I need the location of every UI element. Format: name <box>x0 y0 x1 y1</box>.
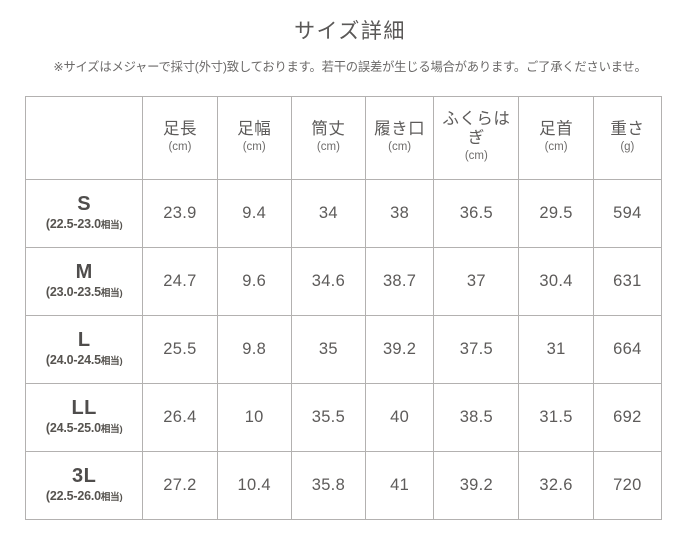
table-cell: 34.6 <box>290 247 367 316</box>
table-row: L (24.0-24.5相当) 25.5 9.8 35 39.2 37.5 31… <box>24 315 663 384</box>
column-header-label: 足幅 <box>237 119 272 138</box>
column-header-unit: (cm) <box>388 140 412 153</box>
size-label: L <box>77 328 91 351</box>
table-cell: 9.6 <box>216 247 292 316</box>
column-header-unit: (cm) <box>242 140 266 153</box>
column-header-unit: (g) <box>620 140 635 153</box>
table-cell: 10.4 <box>216 451 292 520</box>
table-cell: 664 <box>592 315 663 384</box>
size-range-value: (24.0-24.5 <box>45 352 101 367</box>
table-row: S (22.5-23.0相当) 23.9 9.4 34 38 36.5 29.5… <box>24 179 663 248</box>
column-header-label: 履き口 <box>374 119 426 138</box>
row-header-size-3l: 3L (22.5-26.0相当) <box>24 451 144 520</box>
size-range: (24.5-25.0相当) <box>26 419 142 438</box>
size-range-suffix: 相当) <box>100 491 123 503</box>
size-table: 足長 (cm) 足幅 (cm) 筒丈 (cm) 履き口 (cm) <box>24 96 663 520</box>
table-cell: 38 <box>365 179 435 248</box>
table-cell: 32.6 <box>518 451 594 520</box>
table-cell: 692 <box>592 383 663 452</box>
table-cell: 35.5 <box>290 383 367 452</box>
size-label: LL <box>71 396 97 419</box>
column-header-calf: ふくらはぎ (cm) <box>433 96 520 180</box>
table-cell: 26.4 <box>142 383 218 452</box>
column-header-label: ふくらはぎ <box>442 110 511 148</box>
row-header-size-s: S (22.5-23.0相当) <box>24 179 144 248</box>
column-header-weight: 重さ (g) <box>592 96 663 180</box>
table-cell: 9.8 <box>216 315 292 384</box>
column-header-unit: (cm) <box>464 150 488 163</box>
table-cell: 38.7 <box>365 247 435 316</box>
row-header-size-m: M (23.0-23.5相当) <box>24 247 144 316</box>
column-header-foot-width: 足幅 (cm) <box>216 96 292 180</box>
table-cell: 594 <box>592 179 663 248</box>
column-header-unit: (cm) <box>544 140 568 153</box>
table-row: LL (24.5-25.0相当) 26.4 10 35.5 40 38.5 31… <box>24 383 663 452</box>
table-cell: 39.2 <box>365 315 435 384</box>
measurement-note: ※サイズはメジャーで採寸(外寸)致しております。若干の誤差が生じる場合があります… <box>53 60 647 75</box>
table-cell: 31.5 <box>518 383 594 452</box>
size-range-suffix: 相当) <box>100 219 123 231</box>
table-cell: 720 <box>592 451 663 520</box>
table-cell: 631 <box>592 247 663 316</box>
table-cell: 27.2 <box>142 451 218 520</box>
table-cell: 37 <box>433 247 520 316</box>
table-cell: 10 <box>216 383 292 452</box>
size-range: (23.0-23.5相当) <box>26 283 142 302</box>
column-header-label: 足首 <box>539 119 574 138</box>
table-cell: 41 <box>365 451 435 520</box>
column-header-label: 重さ <box>610 119 645 138</box>
size-range-value: (23.0-23.5 <box>45 284 101 299</box>
table-cell: 37.5 <box>433 315 520 384</box>
size-label: 3L <box>72 464 97 487</box>
table-header-row: 足長 (cm) 足幅 (cm) 筒丈 (cm) 履き口 (cm) <box>24 96 663 180</box>
size-range-suffix: 相当) <box>100 423 123 435</box>
table-row: M (23.0-23.5相当) 24.7 9.6 34.6 38.7 37 30… <box>24 247 663 316</box>
column-header-unit: (cm) <box>316 140 340 153</box>
table-cell: 9.4 <box>216 179 292 248</box>
table-cell: 35.8 <box>290 451 367 520</box>
table-cell: 29.5 <box>518 179 594 248</box>
table-cell: 24.7 <box>142 247 218 316</box>
column-header-opening: 履き口 (cm) <box>365 96 435 180</box>
column-header-label: 筒丈 <box>311 119 346 138</box>
size-table-container: 足長 (cm) 足幅 (cm) 筒丈 (cm) 履き口 (cm) <box>24 96 663 520</box>
table-header: 足長 (cm) 足幅 (cm) 筒丈 (cm) 履き口 (cm) <box>24 96 663 180</box>
size-range: (24.0-24.5相当) <box>26 351 142 370</box>
column-header-unit: (cm) <box>168 140 192 153</box>
row-header-size-l: L (24.0-24.5相当) <box>24 315 144 384</box>
column-header-foot-length: 足長 (cm) <box>142 96 218 180</box>
size-range-suffix: 相当) <box>100 355 123 367</box>
table-cell: 38.5 <box>433 383 520 452</box>
size-range-value: (22.5-23.0 <box>45 216 101 231</box>
column-header-label: 足長 <box>162 119 197 138</box>
column-header-shaft-height: 筒丈 (cm) <box>290 96 367 180</box>
size-range-value: (24.5-25.0 <box>45 420 101 435</box>
size-label: M <box>75 260 93 283</box>
size-range: (22.5-23.0相当) <box>26 215 142 234</box>
table-cell: 35 <box>290 315 367 384</box>
table-cell: 30.4 <box>518 247 594 316</box>
table-cell: 25.5 <box>142 315 218 384</box>
column-header-ankle: 足首 (cm) <box>518 96 594 180</box>
table-corner-cell <box>24 96 144 180</box>
size-range-value: (22.5-26.0 <box>45 488 101 503</box>
table-cell: 31 <box>518 315 594 384</box>
row-header-size-ll: LL (24.5-25.0相当) <box>24 383 144 452</box>
size-label: S <box>77 192 92 215</box>
table-cell: 34 <box>290 179 367 248</box>
table-cell: 40 <box>365 383 435 452</box>
table-cell: 36.5 <box>433 179 520 248</box>
table-cell: 39.2 <box>433 451 520 520</box>
table-row: 3L (22.5-26.0相当) 27.2 10.4 35.8 41 39.2 … <box>24 451 663 520</box>
size-range: (22.5-26.0相当) <box>26 487 142 506</box>
table-cell: 23.9 <box>142 179 218 248</box>
page-title: サイズ詳細 <box>294 20 406 43</box>
table-body: S (22.5-23.0相当) 23.9 9.4 34 38 36.5 29.5… <box>24 179 663 520</box>
size-range-suffix: 相当) <box>100 287 123 299</box>
